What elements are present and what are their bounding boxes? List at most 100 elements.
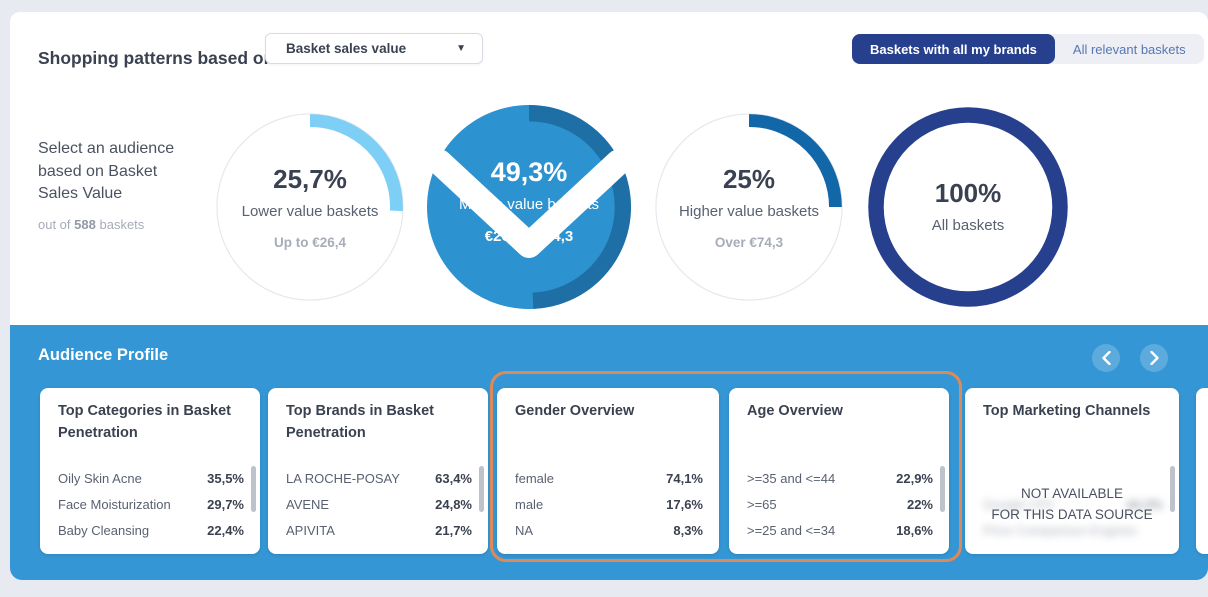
donut-higher-percent: 25% <box>722 163 776 194</box>
card-rows: Oily Skin Acne 35,5% Face Moisturization 2… <box>58 465 244 543</box>
row-value: 17,6% <box>666 496 703 512</box>
not-available-line2: FOR THIS DATA SOURCE <box>991 506 1153 522</box>
basket-count-text: out of 588 baskets <box>38 217 180 232</box>
shopping-patterns-panel: Shopping patterns based on Basket sales … <box>10 12 1208 325</box>
card-rows: LA ROCHE-POSAY 63,4% AVENE 24,8% APIVITA 21… <box>286 465 472 543</box>
row-value: 22% <box>906 496 933 512</box>
card-title: Top Marketing Channels <box>983 403 1151 419</box>
table-row: female 74,1% <box>515 465 703 491</box>
row-value: 63,4% <box>435 470 472 486</box>
table-row: AVENE 24,8% <box>286 491 472 517</box>
donut-lower-range: Up to €26,4 <box>273 235 347 251</box>
table-row: APIVITA 21,7% <box>286 517 472 543</box>
table-row: >=65 22% <box>747 491 933 517</box>
row-value: 8,3% <box>673 522 703 538</box>
table-row: Oily Skin Acne 35,5% <box>58 465 244 491</box>
row-label: LA ROCHE-POSAY <box>286 470 400 486</box>
basis-dropdown-value: Basket sales value <box>286 41 407 56</box>
table-row: Price Comparison Engines <box>983 517 1163 543</box>
row-value: 22,4% <box>207 522 244 538</box>
row-value: 21,7% <box>435 522 472 538</box>
card-rows-blurred: Google CPC 44,3% Price Comparison Engines <box>983 491 1163 543</box>
table-row: male 17,6% <box>515 491 703 517</box>
donut-middle-text: 49,3% Middle value baskets €26,5 - €74,3 <box>427 105 631 309</box>
donut-all-label: All baskets <box>931 216 1005 234</box>
card-partial-next <box>1196 388 1208 554</box>
carousel-prev-button[interactable] <box>1092 344 1120 372</box>
audience-intro: Select an audience based on Basket Sales… <box>38 138 180 232</box>
donut-higher-value-baskets[interactable]: 25% Higher value baskets Over €74,3 <box>654 112 844 302</box>
donut-chart-lower <box>216 113 404 301</box>
card-scrollbar[interactable] <box>940 466 945 512</box>
table-row: NA 8,3% <box>515 517 703 543</box>
audience-profile-title: Audience Profile <box>38 346 169 364</box>
card-gender-overview: Gender Overview female 74,1% male 17,6% NA… <box>497 388 719 554</box>
card-top-categories: Top Categories in Basket Penetration Oil… <box>40 388 260 554</box>
card-scrollbar[interactable] <box>1170 466 1175 512</box>
donut-lower-value-baskets[interactable]: 25,7% Lower value baskets Up to €26,4 <box>215 112 405 302</box>
row-value: 74,1% <box>666 470 703 486</box>
row-value: 24,8% <box>435 496 472 512</box>
row-label: female <box>515 470 555 486</box>
chevron-right-icon <box>1149 351 1159 365</box>
donut-all-percent: 100% <box>934 177 1002 208</box>
not-available-line1: NOT AVAILABLE <box>1020 486 1124 501</box>
table-row: Baby Cleansing 22,4% <box>58 517 244 543</box>
card-title: Top Categories in Basket Penetration <box>58 403 231 441</box>
chevron-down-icon: ▼ <box>456 43 466 54</box>
table-row: >=25 and <=34 18,6% <box>747 517 933 543</box>
page-title: Shopping patterns based on <box>38 48 275 68</box>
table-row: >=35 and <=44 22,9% <box>747 465 933 491</box>
audience-intro-text: Select an audience based on Basket Sales… <box>38 140 175 203</box>
toggle-all-relevant-baskets[interactable]: All relevant baskets <box>1055 34 1204 64</box>
card-title: Age Overview <box>747 403 843 419</box>
row-value: 18,6% <box>896 522 933 538</box>
donut-higher-text: 25% Higher value baskets Over €74,3 <box>654 112 844 302</box>
card-scrollbar[interactable] <box>251 466 256 512</box>
basket-count-suffix: baskets <box>99 217 145 233</box>
card-title: Gender Overview <box>515 403 635 419</box>
row-label: Baby Cleansing <box>58 522 150 538</box>
row-label: >=25 and <=34 <box>747 522 836 538</box>
row-label: APIVITA <box>286 522 335 538</box>
basket-scope-toggle: Baskets with all my brands All relevant … <box>852 34 1204 64</box>
donut-all-baskets[interactable]: 100% All baskets <box>868 107 1068 307</box>
row-label: Oily Skin Acne <box>58 470 142 486</box>
card-scrollbar[interactable] <box>479 466 484 512</box>
donut-chart-higher <box>655 113 843 301</box>
row-value: 22,9% <box>896 470 933 486</box>
row-label: NA <box>515 522 534 538</box>
donut-higher-range: Over €74,3 <box>714 235 784 251</box>
table-row: Face Moisturization 29,7% <box>58 491 244 517</box>
card-rows: >=35 and <=44 22,9% >=65 22% >=25 and <=34… <box>747 465 933 543</box>
toggle-baskets-with-all-my-brands[interactable]: Baskets with all my brands <box>852 34 1055 64</box>
basket-count-prefix: out of <box>38 217 71 233</box>
row-label: Face Moisturization <box>58 496 171 512</box>
basis-dropdown[interactable]: Basket sales value ▼ <box>265 33 483 64</box>
donut-all-text: 100% All baskets <box>868 107 1068 307</box>
table-row: LA ROCHE-POSAY 63,4% <box>286 465 472 491</box>
chevron-left-icon <box>1101 351 1111 365</box>
card-title: Top Brands in Basket Penetration <box>286 403 434 441</box>
carousel-next-button[interactable] <box>1140 344 1168 372</box>
donut-lower-text: 25,7% Lower value baskets Up to €26,4 <box>215 112 405 302</box>
row-label: male <box>515 496 544 512</box>
donut-chart-all <box>868 107 1068 307</box>
donut-middle-value-baskets[interactable]: 49,3% Middle value baskets €26,5 - €74,3 <box>427 105 631 309</box>
row-label: >=65 <box>747 496 777 512</box>
donut-higher-label: Higher value baskets <box>678 202 820 220</box>
card-age-overview: Age Overview >=35 and <=44 22,9% >=65 22% … <box>729 388 949 554</box>
not-available-message: NOT AVAILABLE FOR THIS DATA SOURCE <box>965 484 1179 526</box>
card-top-marketing-channels: Top Marketing Channels Google CPC 44,3% P… <box>965 388 1179 554</box>
donut-lower-percent: 25,7% <box>273 163 347 194</box>
card-rows: female 74,1% male 17,6% NA 8,3% <box>515 465 703 543</box>
row-value: 29,7% <box>207 496 244 512</box>
row-label: Price Comparison Engines <box>983 522 1137 538</box>
row-value: 44,3% <box>1126 496 1163 512</box>
basket-count-value: 588 <box>74 217 96 233</box>
row-value: 35,5% <box>207 470 244 486</box>
row-label: Google CPC <box>983 496 1056 512</box>
donut-middle-percent: 49,3% <box>490 156 568 187</box>
row-label: AVENE <box>286 496 330 512</box>
